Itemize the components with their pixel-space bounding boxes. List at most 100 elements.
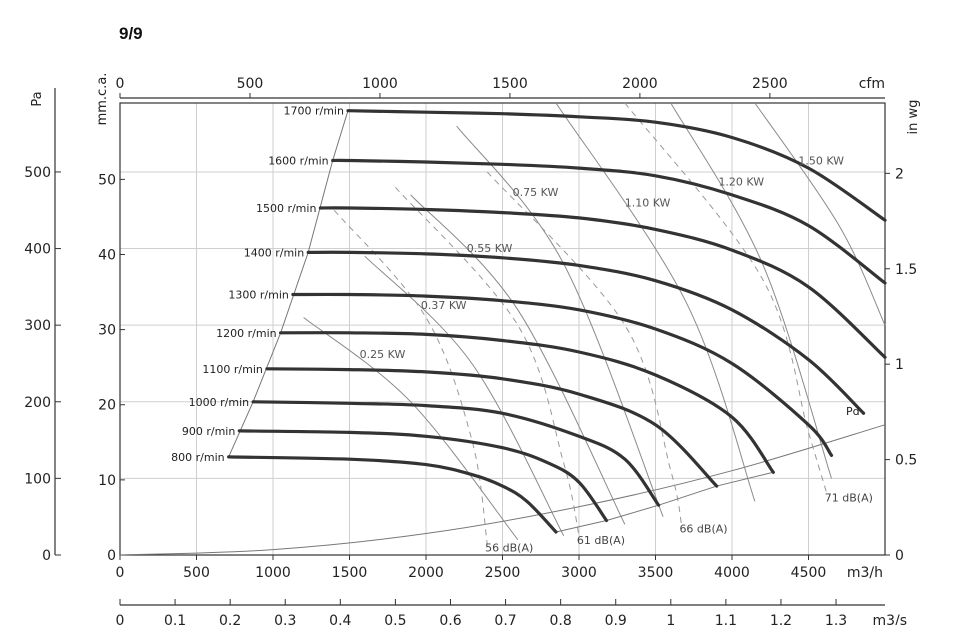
power-line [754,102,886,326]
power-line [456,125,664,517]
x-tick-label-m3s: 0.3 [274,613,296,625]
x-tick-label-cfm: 1500 [492,76,528,92]
x-tick-label-m3s: 0.8 [550,613,572,625]
x-tick-label-m3s: 1.3 [825,613,847,625]
speed-curve [265,367,719,488]
speed-curve [251,400,661,507]
axes [54,88,890,606]
noise-line [333,209,488,544]
x-axis-unit-cfm: cfm [859,76,885,92]
x-tick-label-m3s: 0.6 [439,613,461,625]
speed-curve-label: 1100 r/min [202,363,262,376]
speed-curve-label: 800 r/min [171,451,224,464]
speed-curve-label: 1600 r/min [268,154,328,167]
x-tick-label-m3s: 0.1 [164,613,186,625]
power-line [670,102,832,479]
noise-line-label: 66 dB(A) [679,522,727,535]
speed-curve [318,206,887,359]
x-tick-label-m3h: 0 [116,565,125,581]
noise-line-label: 56 dB(A) [485,542,533,555]
x-tick-label-m3h: 3000 [561,565,597,581]
page-title: 9/9 [119,24,143,43]
y-axis-unit-inwg: in wg [906,100,921,135]
speed-curve-label: 1400 r/min [244,246,304,259]
x-tick-label-m3s: 1.1 [715,613,737,625]
speed-curve-label: 1700 r/min [284,105,344,118]
y-tick-label-pa: 200 [24,395,51,411]
noise-line [624,102,828,494]
noise-line [395,186,580,536]
x-axis-unit-m3s: m3/s [872,613,907,625]
x-tick-label-m3s: 0.4 [329,613,351,625]
speed-curve [346,109,887,222]
x-tick-label-m3h: 1000 [255,565,291,581]
x-tick-label-cfm: 500 [237,76,264,92]
x-tick-label-m3h: 4500 [791,565,827,581]
y-tick-label-pa: 400 [24,242,51,258]
y-tick-label-pa: 0 [42,548,51,564]
x-tick-label-m3s: 1 [666,613,675,625]
y-tick-label-pa: 100 [24,471,51,487]
x-tick-label-m3s: 0.7 [494,613,516,625]
speed-curve [291,292,834,457]
speed-curve-label: 1200 r/min [216,327,276,340]
speed-curve [227,455,558,534]
y-tick-label-inwg: 1 [895,357,904,373]
y-tick-label-inwg: 2 [895,166,904,182]
x-tick-label-m3s: 1.2 [770,613,792,625]
y-tick-label-mmca: 40 [98,247,116,263]
x-axis-unit-m3h: m3/h [847,565,883,581]
speed-curve-label: 1500 r/min [256,202,316,215]
y-tick-label-inwg: 0.5 [895,453,917,469]
speed-curve [237,429,609,523]
power-line-label: 0.55 KW [467,242,513,255]
y-tick-label-mmca: 20 [98,398,116,414]
x-tick-label-cfm: 2000 [622,76,658,92]
speed-curve [306,250,866,415]
power-line-label: 1.10 KW [625,197,671,210]
x-tick-label-m3s: 0 [116,613,125,625]
power-line-label: 0.25 KW [360,348,406,361]
x-tick-label-m3h: 2500 [485,565,521,581]
x-tick-label-cfm: 2500 [752,76,788,92]
power-line-label: 1.50 KW [798,154,844,167]
power-line [410,194,626,525]
speed-curve-label: 1300 r/min [228,289,288,302]
curves [119,102,887,556]
x-tick-label-m3h: 4000 [714,565,750,581]
pd-curve-label: Pd [846,405,860,418]
y-axis-unit-mmca: mm.c.a. [95,73,110,126]
y-tick-label-mmca: 50 [98,172,116,188]
speed-curve-label: 1000 r/min [189,396,249,409]
y-tick-label-pa: 500 [24,165,51,181]
y-tick-label-inwg: 0 [895,548,904,564]
x-tick-label-m3h: 3500 [638,565,674,581]
power-line [364,255,565,537]
x-tick-label-m3h: 500 [183,565,210,581]
speed-envelope-line [228,110,349,458]
x-tick-label-m3h: 1500 [332,565,368,581]
y-tick-label-inwg: 1.5 [895,262,917,278]
x-tick-label-m3h: 2000 [408,565,444,581]
x-tick-label-m3s: 0.9 [605,613,627,625]
power-line [555,102,756,502]
y-tick-label-mmca: 0 [107,548,116,564]
noise-line [486,171,682,525]
tick-labels: 0 500 1000 1500 2000 2500 3000 3500 4000 4500 m3/h… [24,73,921,625]
curve-labels: Pd 0.25 KW 0.37 KW 0.55 KW 0.75 KW 1.10 KW 1.2… [171,105,873,555]
x-tick-label-m3s: 0.2 [219,613,241,625]
y-tick-label-mmca: 10 [98,473,116,489]
speed-curve [331,158,887,285]
x-tick-label-cfm: 0 [116,76,125,92]
y-axis-unit-pa: Pa [30,91,45,106]
x-tick-label-cfm: 1000 [362,76,398,92]
x-tick-label-m3s: 0.5 [384,613,406,625]
speed-curve-label: 900 r/min [182,425,235,438]
power-line-label: 0.75 KW [513,186,559,199]
y-tick-label-pa: 300 [24,318,51,334]
speed-curve [279,331,775,474]
y-tick-label-mmca: 30 [98,323,116,339]
power-line-label: 1.20 KW [718,175,764,188]
power-line-label: 0.37 KW [421,299,467,312]
